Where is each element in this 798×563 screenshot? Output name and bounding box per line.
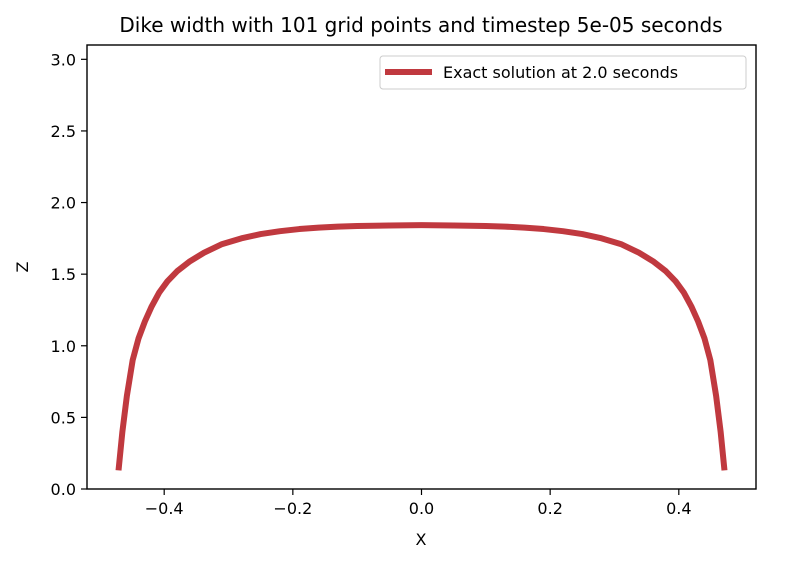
y-axis: 0.0 0.5 1.0 1.5 2.0 2.5 3.0: [51, 50, 87, 499]
x-tick-label: 0.2: [537, 499, 562, 518]
series-line-0: [115, 222, 728, 471]
legend: Exact solution at 2.0 seconds: [379, 55, 747, 90]
y-tick-label: 2.0: [51, 194, 76, 213]
x-tick-label: −0.2: [273, 499, 312, 518]
y-tick-label: 3.0: [51, 50, 76, 69]
y-tick-label: 0.0: [51, 480, 76, 499]
y-tick-label: 2.5: [51, 122, 76, 141]
y-tick-label: 1.0: [51, 337, 76, 356]
x-axis-label: X: [416, 530, 427, 549]
chart-title: Dike width with 101 grid points and time…: [119, 13, 722, 37]
y-tick-label: 0.5: [51, 408, 76, 427]
x-tick-label: 0.0: [409, 499, 434, 518]
legend-label: Exact solution at 2.0 seconds: [443, 63, 678, 82]
x-tick-label: −0.4: [145, 499, 184, 518]
legend-box: [379, 55, 747, 90]
x-tick-label: 0.4: [666, 499, 691, 518]
x-axis: −0.4 −0.2 0.0 0.2 0.4: [145, 489, 692, 518]
plot-area: [115, 222, 728, 471]
y-tick-label: 1.5: [51, 265, 76, 284]
y-axis-label: Z: [13, 261, 32, 272]
